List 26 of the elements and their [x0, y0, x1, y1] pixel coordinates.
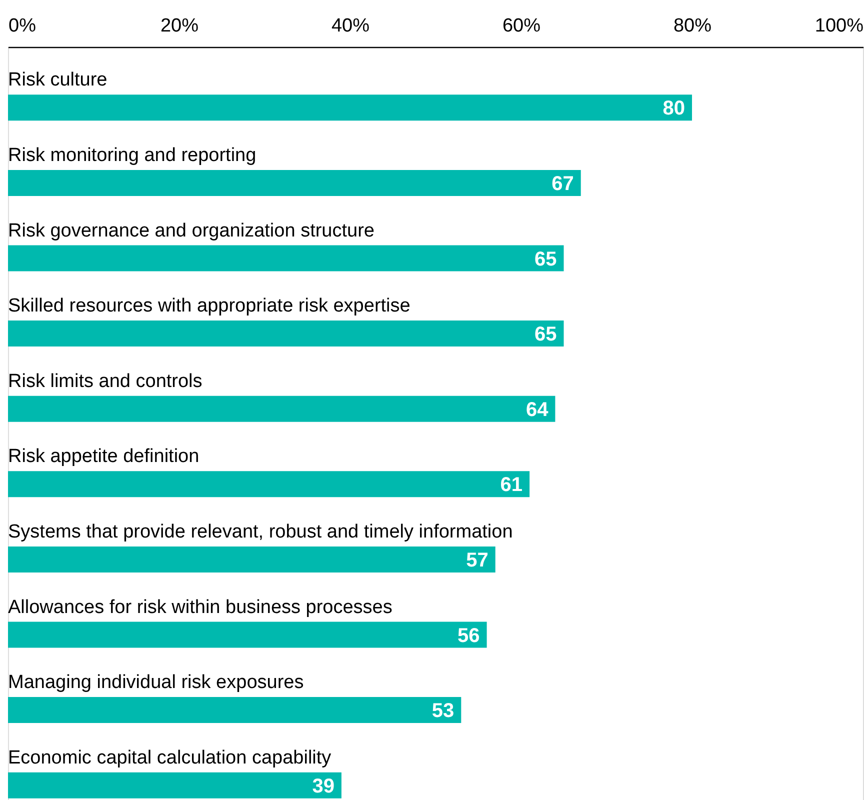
y-tick-label: Risk culture: [8, 70, 108, 91]
y-tick-label: Allowances for risk within business processes: [8, 596, 392, 618]
data-label: 64: [526, 398, 550, 421]
data-label: 80: [662, 98, 685, 120]
y-tick-label: Systems that provide relevant, robust and timely information: [8, 521, 513, 542]
data-label: 39: [312, 775, 334, 798]
x-tick-label: 60%: [502, 16, 541, 36]
data-label: 65: [534, 248, 557, 270]
x-tick-label: 20%: [160, 16, 199, 36]
y-tick-label: Risk governance and organization structure: [8, 220, 374, 242]
data-label: 53: [432, 700, 454, 722]
y-tick-label: Economic capital calculation capability: [8, 747, 332, 768]
data-label: 61: [500, 474, 523, 496]
x-tick-label: 40%: [331, 16, 370, 36]
data-label: 57: [466, 549, 488, 572]
x-tick-label: 100%: [814, 16, 864, 36]
y-tick-label: Managing individual risk exposures: [8, 672, 304, 694]
y-tick-label: Risk appetite definition: [8, 446, 200, 468]
data-label: 67: [552, 172, 574, 195]
data-label: 65: [534, 324, 557, 346]
data-label: 56: [458, 624, 480, 647]
y-tick-label: Skilled resources with appropriate risk expertise: [8, 296, 410, 317]
x-tick-label: 0%: [8, 16, 36, 36]
y-tick-label: Risk limits and controls: [8, 370, 202, 392]
y-tick-label: Risk monitoring and reporting: [8, 144, 256, 166]
x-tick-label: 80%: [673, 16, 712, 36]
